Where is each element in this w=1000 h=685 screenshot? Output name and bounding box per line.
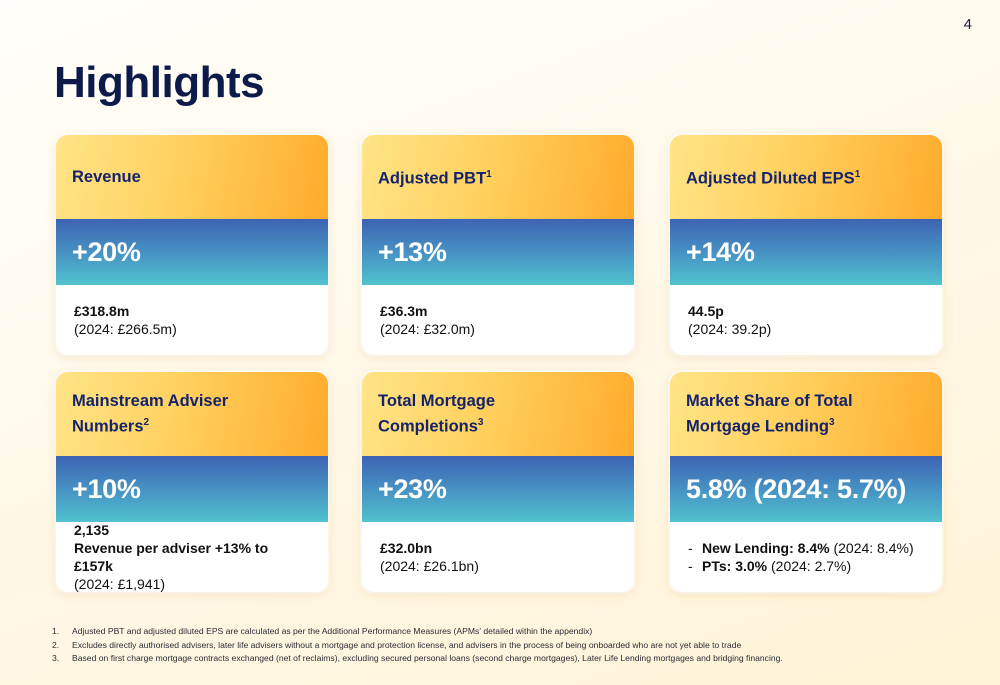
card-mainstream-adviser-numbers: Mainstream Adviser Numbers2 +10% 2,135 R…	[56, 372, 328, 592]
card-header: Adjusted PBT1	[362, 135, 634, 219]
card-title-text: Numbers	[72, 417, 144, 436]
card-adjusted-pbt: Adjusted PBT1 +13% £36.3m (2024: £32.0m)	[362, 135, 634, 355]
bullet-detail: (2024: 8.4%)	[829, 540, 914, 556]
bullet-item: - PTs: 3.0% (2024: 2.7%)	[688, 557, 924, 575]
card-revenue: Revenue +20% £318.8m (2024: £266.5m)	[56, 135, 328, 355]
footnotes: 1. Adjusted PBT and adjusted diluted EPS…	[52, 625, 783, 666]
card-value: £36.3m	[380, 303, 428, 319]
footnote-number: 2.	[52, 639, 60, 650]
card-value: £318.8m	[74, 303, 130, 319]
card-title-text: Revenue	[72, 167, 141, 186]
card-header: Revenue	[56, 135, 328, 219]
card-title-text: Adjusted Diluted EPS	[686, 169, 855, 188]
card-total-mortgage-completions: Total Mortgage Completions3 +23% £32.0bn…	[362, 372, 634, 592]
footnote-ref: 1	[486, 169, 492, 181]
footnote: 3. Based on first charge mortgage contra…	[52, 652, 783, 666]
card-metric: 5.8% (2024: 5.7%)	[686, 473, 907, 504]
card-value-secondary: Revenue per adviser +13% to £157k	[74, 540, 269, 574]
card-title-text: Mortgage Lending	[686, 417, 829, 436]
bullet-label: PTs: 3.0%	[702, 558, 768, 574]
card-title-text: Completions	[378, 417, 478, 436]
card-title: Market Share of Total Mortgage Lending3	[686, 391, 853, 438]
card-title: Total Mortgage Completions3	[378, 391, 495, 438]
card-value: £32.0bn	[380, 540, 433, 556]
card-title-line: Market Share of Total	[686, 391, 853, 410]
bullet-label: New Lending: 8.4%	[702, 540, 830, 556]
card-metric: +14%	[686, 236, 755, 267]
card-title-line: Numbers2	[72, 412, 228, 438]
card-comparison: (2024: £26.1bn)	[380, 558, 479, 574]
card-title: Adjusted Diluted EPS1	[686, 164, 860, 190]
card-metric: +23%	[378, 473, 447, 504]
card-metric-band: 5.8% (2024: 5.7%)	[670, 456, 942, 522]
footnote-ref: 3	[829, 416, 835, 428]
card-metric-band: +13%	[362, 219, 634, 285]
bullet-detail: (2024: 2.7%)	[767, 558, 852, 574]
card-comparison: (2024: 39.2p)	[688, 321, 772, 337]
card-header: Total Mortgage Completions3	[362, 372, 634, 456]
footnote-ref: 1	[854, 169, 861, 181]
card-body: £32.0bn (2024: £26.1bn)	[362, 522, 634, 592]
bullet-dash: -	[688, 558, 693, 574]
page-title: Highlights	[54, 58, 265, 107]
footnote-text: Excludes directly authorised advisers, l…	[72, 639, 742, 650]
card-body: - New Lending: 8.4% (2024: 8.4%) - PTs: …	[670, 522, 942, 592]
card-header: Mainstream Adviser Numbers2	[56, 372, 328, 456]
card-metric: +20%	[72, 236, 141, 267]
card-body: £36.3m (2024: £32.0m)	[362, 285, 634, 355]
card-header: Adjusted Diluted EPS1	[670, 135, 942, 219]
card-metric-band: +20%	[56, 219, 328, 285]
card-metric: +13%	[378, 236, 447, 267]
bullet-item: - New Lending: 8.4% (2024: 8.4%)	[688, 539, 924, 557]
card-metric-band: +14%	[670, 219, 942, 285]
card-title: Mainstream Adviser Numbers2	[72, 391, 228, 438]
card-comparison: (2024: £32.0m)	[380, 321, 475, 337]
card-title: Adjusted PBT1	[378, 164, 492, 190]
card-metric-band: +10%	[56, 456, 328, 522]
footnote: 2. Excludes directly authorised advisers…	[52, 639, 783, 653]
card-title-line: Total Mortgage	[378, 391, 496, 410]
card-market-share: Market Share of Total Mortgage Lending3 …	[670, 372, 942, 592]
card-title: Revenue	[72, 167, 141, 188]
card-metric: +10%	[72, 473, 141, 504]
card-comparison: (2024: £266.5m)	[74, 321, 177, 337]
page-number: 4	[963, 16, 972, 33]
card-header: Market Share of Total Mortgage Lending3	[670, 372, 942, 456]
footnote: 1. Adjusted PBT and adjusted diluted EPS…	[52, 625, 783, 639]
card-title-text: Adjusted PBT	[378, 169, 487, 188]
card-comparison: (2024: £1,941)	[74, 576, 166, 592]
footnote-number: 1.	[52, 626, 60, 636]
footnote-text: Based on first charge mortgage contracts…	[72, 653, 783, 663]
card-title-line: Mortgage Lending3	[686, 412, 853, 438]
footnote-ref: 3	[477, 416, 484, 428]
card-adjusted-diluted-eps: Adjusted Diluted EPS1 +14% 44.5p (2024: …	[670, 135, 942, 355]
footnote-text: Adjusted PBT and adjusted diluted EPS ar…	[72, 626, 593, 636]
footnote-number: 3.	[52, 653, 60, 663]
bullet-dash: -	[688, 540, 693, 556]
card-title-line: Completions3	[378, 412, 495, 438]
card-metric-band: +23%	[362, 456, 634, 522]
card-body: £318.8m (2024: £266.5m)	[56, 285, 328, 355]
card-value: 44.5p	[688, 303, 724, 319]
card-title-line: Mainstream Adviser	[72, 391, 229, 410]
card-body: 44.5p (2024: 39.2p)	[670, 285, 942, 355]
footnote-ref: 2	[143, 416, 150, 428]
card-value: 2,135	[74, 522, 110, 538]
card-body: 2,135 Revenue per adviser +13% to £157k …	[56, 522, 328, 592]
